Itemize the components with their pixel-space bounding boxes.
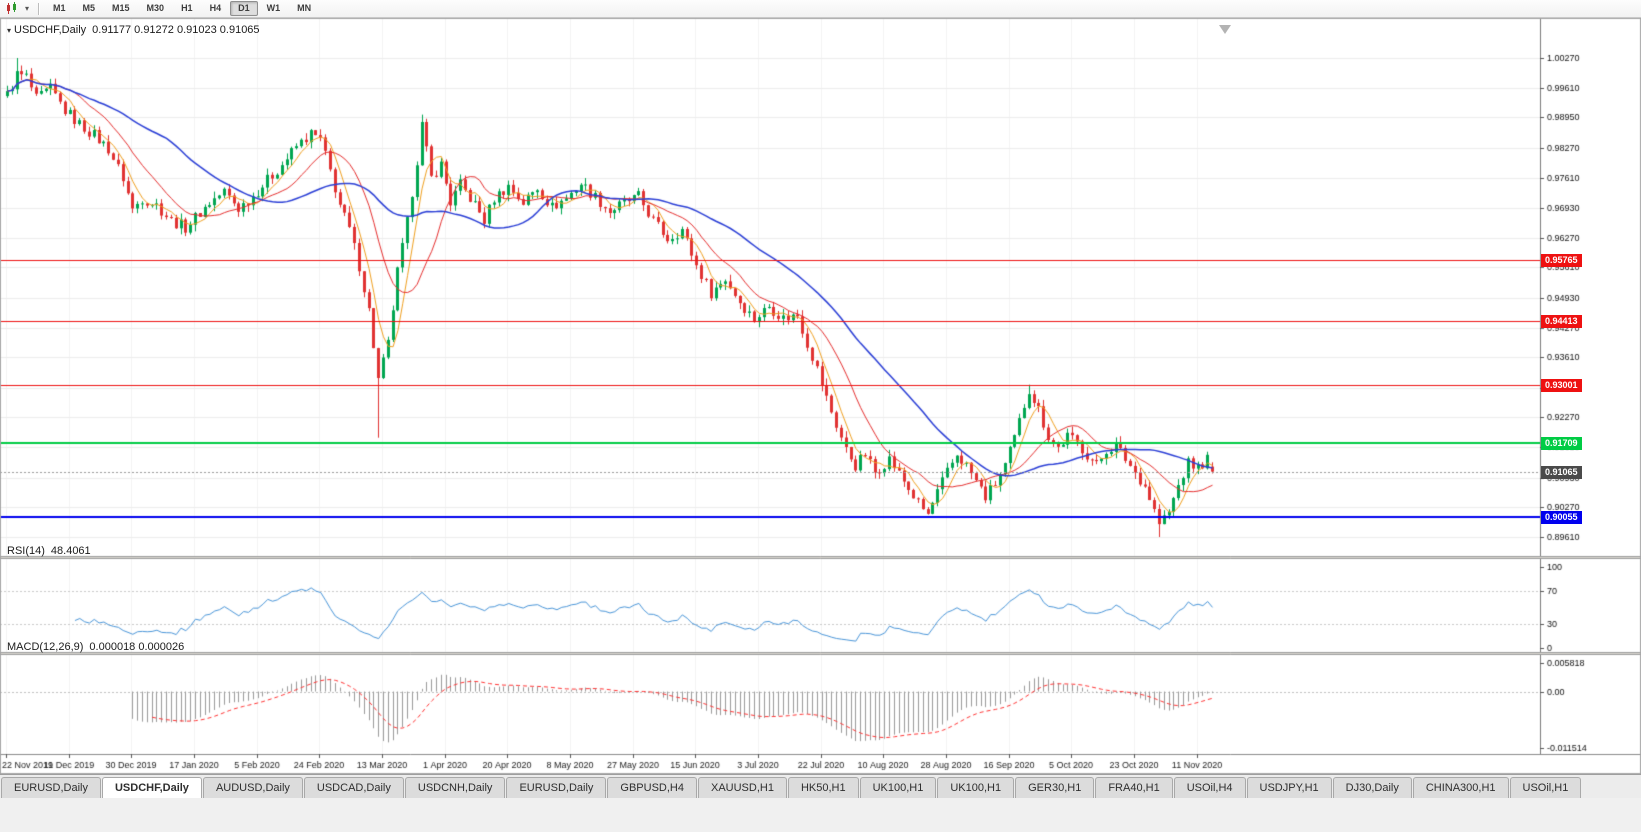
chart-tab-usoil-h1[interactable]: USOil,H1 — [1509, 777, 1582, 798]
bottom-tabbar: EURUSD,Daily USDCHF,Daily AUDUSD,Daily USDC… — [0, 774, 1641, 798]
toolbar-separator — [38, 2, 39, 15]
chart-tab-usdcad-daily[interactable]: USDCAD,Daily — [303, 777, 404, 798]
timeframe-button-m1[interactable]: M1 — [53, 3, 66, 13]
timeframe-button-m15[interactable]: M15 — [112, 3, 130, 13]
macd-values: 0.000018 0.000026 — [89, 641, 185, 653]
chart-window: ▾ USDCHF,Daily 0.91177 0.91272 0.91023 0.9… — [0, 18, 1641, 774]
chart-tab-hk50-h1[interactable]: HK50,H1 — [787, 777, 859, 798]
chart-tab-fra40-h1[interactable]: FRA40,H1 — [1095, 777, 1173, 798]
chart-tab-usoil-h4[interactable]: USOil,H4 — [1173, 777, 1246, 798]
macd-indicator-label: MACD(12,26,9) 0.000018 0.000026 — [7, 641, 184, 653]
chart-tab-uk100-h1[interactable]: UK100,H1 — [937, 777, 1015, 798]
chart-symbol-label: USDCHF,Daily — [14, 24, 87, 36]
chart-tab-audusd-daily[interactable]: AUDUSD,Daily — [202, 777, 303, 798]
current-price-badge: 0.91065 — [1541, 466, 1582, 479]
price-level-badge: 0.90055 — [1541, 511, 1582, 524]
timeframe-toolbar-buttons: M1 M5 M15 M30 H1 H4 D1 W1 MN — [45, 1, 319, 16]
timeframe-toolbar: ▾ M1 M5 M15 M30 H1 H4 D1 W1 MN — [0, 0, 1641, 18]
price-level-badge: 0.94413 — [1541, 315, 1582, 328]
chart-tab-eurusd-daily[interactable]: EURUSD,Daily — [1, 777, 101, 798]
chart-tab-usdchf-daily[interactable]: USDCHF,Daily — [101, 777, 202, 798]
chart-tab-uk100-h1[interactable]: UK100,H1 — [859, 777, 937, 798]
chart-tab-usdjpy-h1[interactable]: USDJPY,H1 — [1246, 777, 1332, 798]
timeframe-button-m5[interactable]: M5 — [82, 3, 96, 13]
chart-shift-marker[interactable] — [1219, 25, 1231, 34]
rsi-name: RSI(14) — [7, 545, 45, 557]
price-level-badge: 0.93001 — [1541, 379, 1582, 392]
symbol-dropdown-arrow-icon[interactable]: ▾ — [7, 26, 12, 35]
rsi-indicator-label: RSI(14) 48.4061 — [7, 545, 91, 557]
timeframe-button-m30[interactable]: M30 — [146, 3, 165, 13]
chart-tab-usdcnh-daily[interactable]: USDCNH,Daily — [404, 777, 506, 798]
chart-tab-china300-h1[interactable]: CHINA300,H1 — [1412, 777, 1509, 798]
chart-type-dropdown-caret[interactable]: ▾ — [24, 4, 29, 13]
candlestick-chart-icon[interactable] — [3, 1, 21, 16]
rsi-value: 48.4061 — [50, 545, 91, 557]
chart-tab-eurusd-daily[interactable]: EURUSD,Daily — [506, 777, 607, 798]
chart-tab-ger30-h1[interactable]: GER30,H1 — [1015, 777, 1095, 798]
timeframe-button-h1[interactable]: H1 — [181, 3, 193, 13]
timeframe-button-w1[interactable]: W1 — [266, 3, 281, 13]
chart-tab-gbpusd-h4[interactable]: GBPUSD,H4 — [607, 777, 697, 798]
bottom-filler — [0, 798, 1641, 832]
macd-name: MACD(12,26,9) — [7, 641, 84, 653]
price-level-badge: 0.95765 — [1541, 254, 1582, 267]
chart-header: ▾ USDCHF,Daily 0.91177 0.91272 0.91023 0.9… — [7, 24, 260, 36]
chart-ohlc-values: 0.91177 0.91272 0.91023 0.91065 — [92, 24, 260, 36]
timeframe-button-d1[interactable]: D1 — [230, 1, 258, 16]
chart-tab-dj30-daily[interactable]: DJ30,Daily — [1332, 777, 1412, 798]
price-level-badge: 0.91709 — [1541, 437, 1582, 450]
timeframe-button-h4[interactable]: H4 — [209, 3, 222, 13]
chart-tab-xauusd-h1[interactable]: XAUUSD,H1 — [697, 777, 787, 798]
price-chart-canvas[interactable] — [0, 18, 1641, 774]
timeframe-button-mn[interactable]: MN — [297, 3, 312, 13]
